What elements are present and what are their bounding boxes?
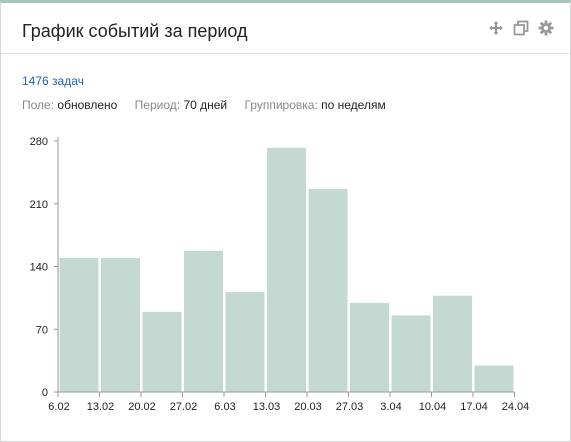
bar-13.02[interactable] xyxy=(100,257,141,393)
x-tick-label: 27.02 xyxy=(170,401,198,413)
gadget-toolbar xyxy=(488,20,554,36)
y-tick-label: 0 xyxy=(42,387,48,399)
y-tick-label: 210 xyxy=(30,199,48,211)
y-tick-label: 70 xyxy=(36,324,48,336)
bar-17.04[interactable] xyxy=(473,364,515,393)
bar-6.03[interactable] xyxy=(224,291,266,393)
bar-27.02[interactable] xyxy=(183,249,224,393)
x-tick-label: 27.03 xyxy=(336,401,364,413)
meta-period-value: 70 дней xyxy=(183,98,228,112)
x-tick-label: 13.03 xyxy=(253,401,281,413)
bar-20.02[interactable] xyxy=(141,310,183,393)
meta-line: Поле: обновлено Период: 70 дней Группиро… xyxy=(22,98,400,112)
bar-6.02[interactable] xyxy=(58,257,100,393)
y-tick-label: 280 xyxy=(30,136,48,148)
x-tick-label: 20.03 xyxy=(294,401,322,413)
bar-20.03[interactable] xyxy=(307,188,349,393)
gear-icon[interactable] xyxy=(538,20,554,36)
x-tick-label: 13.02 xyxy=(87,401,115,413)
x-tick-label: 6.02 xyxy=(48,401,69,413)
x-tick-label: 10.04 xyxy=(419,401,447,413)
meta-grouping-label: Группировка: xyxy=(244,98,318,112)
x-tick-label: 17.04 xyxy=(460,401,488,413)
bar-13.03[interactable] xyxy=(266,146,307,393)
meta-period-label: Период: xyxy=(134,98,181,112)
meta-grouping-value: по неделям xyxy=(321,98,386,112)
x-tick-label: 24.04 xyxy=(502,401,530,413)
x-tick-label: 20.02 xyxy=(128,401,156,413)
events-bar-chart: 0 70 140 210 280 6.02 13.02 20.02 27.02 6.03 13.03… xyxy=(30,136,530,413)
gadget-title: График событий за период xyxy=(22,21,248,41)
bar-3.04[interactable] xyxy=(390,314,432,393)
x-tick-label: 3.04 xyxy=(380,401,401,413)
issue-count-link[interactable]: 1476 задач xyxy=(22,74,84,88)
bar-27.03[interactable] xyxy=(349,301,390,393)
move-icon[interactable] xyxy=(488,20,504,36)
meta-field-value: обновлено xyxy=(57,98,118,112)
summary: 1476 задач xyxy=(22,74,84,88)
meta-field-label: Поле: xyxy=(22,98,55,112)
y-tick-label: 140 xyxy=(30,262,48,274)
gadget-header: График событий за период xyxy=(1,3,570,54)
bar-10.04[interactable] xyxy=(432,294,473,393)
x-tick-label: 6.03 xyxy=(214,401,235,413)
popout-icon[interactable] xyxy=(513,20,529,36)
